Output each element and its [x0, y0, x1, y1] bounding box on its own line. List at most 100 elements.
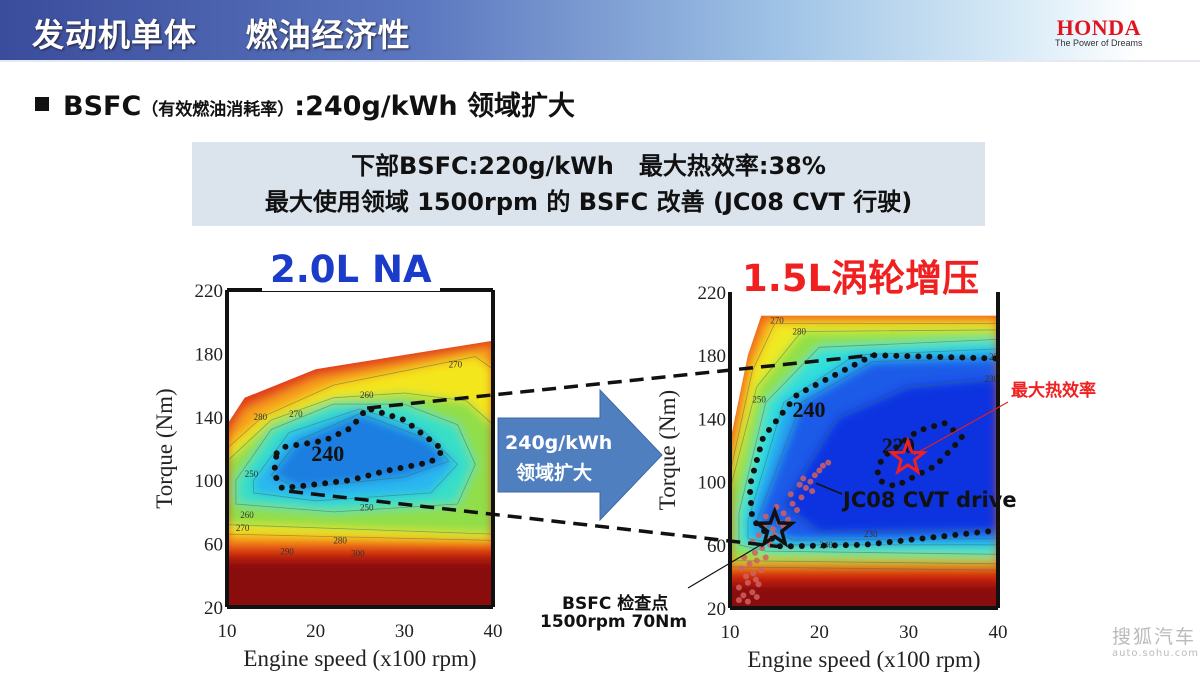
contour-fills: 280 270 260 270 250 250 260 270 280 290 300	[227, 340, 493, 607]
y-tick-label: 180	[195, 344, 224, 365]
cvt-drive-point	[743, 573, 750, 580]
contour-band	[783, 378, 998, 533]
info-line-2: 最大使用领域 1500rpm 的 BSFC 改善 (JC08 CVT 行驶)	[264, 188, 913, 216]
watermark-url: auto.sohu.com	[1112, 648, 1200, 659]
contour-240-dotted	[746, 352, 999, 550]
x-tick-label: 40	[484, 621, 503, 642]
contour-line	[253, 408, 459, 502]
contour-line	[730, 323, 998, 571]
expand-arrow-icon	[497, 388, 663, 522]
cvt-drive-point	[735, 597, 742, 604]
contour-line	[227, 392, 493, 535]
contour-line	[730, 329, 998, 565]
check-point-label-2: 1500rpm 70Nm	[540, 612, 688, 632]
y-axis-label: Torque (Nm)	[152, 388, 177, 508]
contour-label: 270	[770, 316, 784, 326]
contour-label: 260	[240, 510, 254, 520]
y-tick-label: 100	[195, 471, 224, 492]
arrow-label-2: 领域扩大	[516, 462, 593, 484]
contour-line	[747, 348, 998, 546]
cvt-drive-point	[800, 475, 807, 482]
x-tick-label: 20	[810, 622, 829, 643]
contour-label: 280	[793, 327, 807, 337]
bullet-suffix: :240g/kWh 领域扩大	[294, 91, 576, 122]
cvt-drive-point	[794, 507, 800, 514]
y-tick-label: 140	[195, 408, 224, 429]
cvt-drive-point	[819, 462, 826, 469]
cvt-drive-point	[753, 557, 760, 564]
cvt-drive-point	[780, 510, 787, 517]
contour-label: 250	[245, 469, 259, 479]
contour-fill-group	[227, 340, 493, 607]
logo-tagline: The Power of Dreams	[1055, 38, 1143, 48]
cvt-drive-point	[755, 581, 762, 588]
cvt-drive-point	[816, 467, 823, 474]
y-tick-label: 20	[707, 599, 726, 620]
cvt-drive-point	[785, 516, 792, 523]
cvt-drive-point	[798, 494, 805, 501]
contour-label: 230	[864, 529, 878, 539]
contour-line	[738, 338, 998, 555]
cvt-drive-point	[789, 500, 796, 507]
cvt-drive-point	[752, 549, 759, 556]
low-torque-band	[730, 582, 998, 608]
y-tick-label: 220	[698, 283, 727, 304]
contour-label: 250	[752, 395, 766, 405]
x-tick-label: 20	[306, 621, 325, 642]
contour-220-dotted	[874, 419, 967, 490]
cvt-drive-point	[811, 472, 818, 479]
contour-label: 270	[236, 523, 250, 533]
x-axis-label: Engine speed (x100 rpm)	[243, 646, 476, 671]
cvt-drive-point	[769, 526, 776, 532]
max-thermal-label: 最大热效率	[1011, 381, 1096, 401]
contour-line	[227, 356, 493, 541]
bullet-heading: BSFC（有效燃油消耗率）:240g/kWh 领域扩大	[35, 84, 575, 123]
check-point-star-icon	[752, 505, 797, 548]
y-axis-label: Torque (Nm)	[655, 390, 680, 510]
low-torque-band	[227, 559, 493, 607]
title-bar: 发动机单体 燃油经济性 HONDA The Power of Dreams	[0, 0, 1200, 62]
cvt-drive-point	[802, 484, 809, 491]
contour-label: 270	[289, 409, 303, 419]
dashed-line-lower	[288, 489, 778, 549]
y-tick-label: 20	[204, 598, 223, 619]
cvt-drive-point	[735, 584, 742, 591]
chart-title-turbo: 1.5L涡轮增压	[734, 248, 988, 302]
bullet-prefix: BSFC	[63, 91, 142, 122]
contour-line	[783, 378, 998, 533]
chart-title-na: 2.0L NA	[262, 248, 440, 291]
y-tick-label: 100	[698, 473, 727, 494]
cvt-drive-point	[755, 532, 762, 539]
contour-240-label: 240	[793, 397, 826, 422]
cvt-drive-pointer	[815, 482, 843, 495]
contour-240-dotted	[270, 404, 448, 492]
y-tick-label: 60	[707, 536, 726, 557]
cvt-drive-point	[807, 478, 814, 485]
x-tick-label: 10	[721, 622, 740, 643]
x-tick-label: 10	[218, 621, 237, 642]
contour-line	[235, 403, 476, 513]
x-axis-label: Engine speed (x100 rpm)	[747, 647, 980, 672]
cvt-drive-point	[744, 579, 751, 586]
cvt-drive-point	[758, 567, 765, 574]
arrow-label-1: 240g/kWh	[505, 432, 613, 454]
y-tick-label: 140	[698, 409, 727, 430]
bullet-paren: （有效燃油消耗率）	[141, 100, 295, 120]
cvt-drive-point	[749, 589, 756, 596]
contour-label: 250	[360, 502, 374, 512]
contour-band	[271, 413, 449, 489]
x-tick-label: 30	[899, 622, 918, 643]
info-line-1: 下部BSFC:220g/kWh 最大热效率:38%	[351, 152, 826, 180]
contour-label: 300	[351, 548, 365, 558]
cvt-drive-point	[738, 565, 745, 572]
cvt-drive-point	[825, 459, 832, 466]
cvt-drive-point	[762, 554, 769, 561]
info-box: 下部BSFC:220g/kWh 最大热效率:38% 最大使用领域 1500rpm…	[192, 142, 985, 226]
cvt-drive-label: JC08 CVT drive	[843, 488, 1017, 512]
max-thermal-pointer	[913, 401, 1009, 456]
contour-label: 280	[333, 536, 347, 546]
cvt-drive-point	[750, 570, 757, 577]
